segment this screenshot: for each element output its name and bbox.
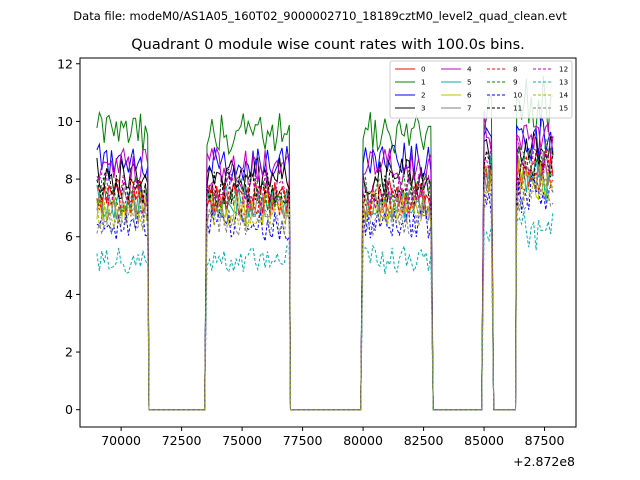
legend-label-10: 10 [513, 91, 523, 100]
y-tick-label: 10 [57, 114, 73, 129]
series-line-0 [96, 148, 554, 411]
legend-label-5: 5 [467, 78, 472, 87]
series-line-10 [96, 172, 554, 411]
y-tick-label: 8 [65, 172, 73, 187]
legend-label-14: 14 [559, 91, 569, 100]
chart-suptitle: Data file: modeM0/AS1A05_160T02_90000027… [73, 9, 567, 23]
legend-label-13: 13 [559, 78, 568, 87]
legend-label-11: 11 [513, 104, 522, 113]
x-tick-label: 85000 [464, 433, 504, 448]
series-line-7 [96, 150, 554, 411]
y-tick-label: 12 [57, 56, 73, 71]
series-line-2 [96, 115, 554, 411]
legend-label-7: 7 [467, 104, 472, 113]
series-line-1 [96, 76, 554, 411]
legend-label-0: 0 [421, 65, 426, 74]
x-tick-label: 82500 [404, 433, 444, 448]
legend-label-9: 9 [513, 78, 518, 87]
series-line-15 [96, 164, 554, 411]
series-line-9 [96, 138, 554, 411]
series-line-13 [96, 210, 554, 411]
legend-label-15: 15 [559, 104, 568, 113]
legend-label-6: 6 [467, 91, 472, 100]
y-tick-label: 0 [65, 402, 73, 417]
series-line-4 [96, 109, 554, 411]
x-tick-label: 87500 [525, 433, 565, 448]
legend-label-3: 3 [421, 104, 426, 113]
axes-frame [79, 57, 577, 428]
legend-box [389, 60, 573, 119]
legend-label-1: 1 [421, 78, 426, 87]
series-line-14 [96, 169, 554, 411]
legend-label-4: 4 [467, 65, 472, 74]
x-tick-label: 75000 [222, 433, 262, 448]
y-tick-label: 6 [65, 229, 73, 244]
x-tick-label: 72500 [162, 433, 202, 448]
x-offset-label: +2.872e8 [513, 454, 575, 469]
series-line-8 [96, 149, 554, 411]
legend-label-8: 8 [513, 65, 518, 74]
legend-label-12: 12 [559, 65, 568, 74]
series-line-11 [96, 148, 554, 411]
series-layer [96, 76, 554, 411]
x-axis: 70000 72500 75000 77500 80000 82500 85000 87500 [101, 427, 564, 448]
x-tick-label: 77500 [283, 433, 323, 448]
legend-label-2: 2 [421, 91, 426, 100]
x-tick-label: 70000 [101, 433, 141, 448]
chart-title: Quadrant 0 module wise count rates with … [131, 37, 525, 53]
x-tick-label: 80000 [343, 433, 383, 448]
y-axis: 0 2 4 6 8 10 12 [57, 56, 80, 417]
y-tick-label: 2 [65, 345, 73, 360]
y-tick-label: 4 [65, 287, 73, 302]
